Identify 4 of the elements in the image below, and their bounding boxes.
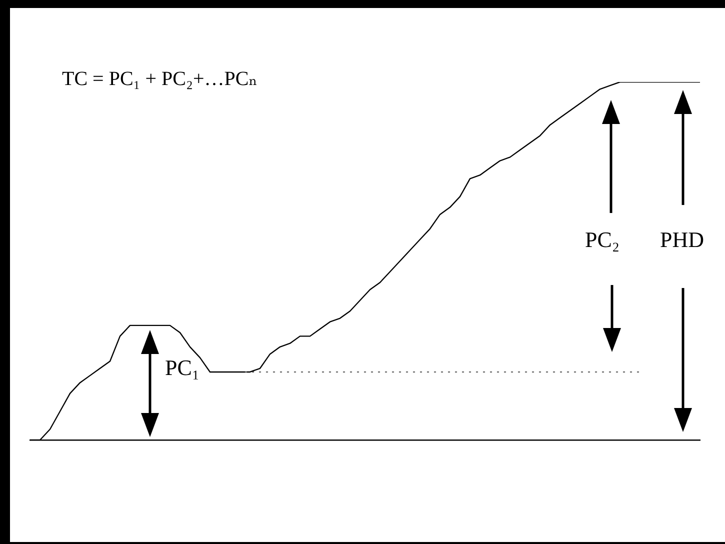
annotation: PC₁ bbox=[165, 355, 200, 381]
annotation: PC₂ bbox=[585, 227, 620, 253]
chart-title: TC = PC₁ + PC₂+…PCₙ bbox=[62, 67, 258, 91]
annotation: PHD bbox=[660, 227, 704, 253]
